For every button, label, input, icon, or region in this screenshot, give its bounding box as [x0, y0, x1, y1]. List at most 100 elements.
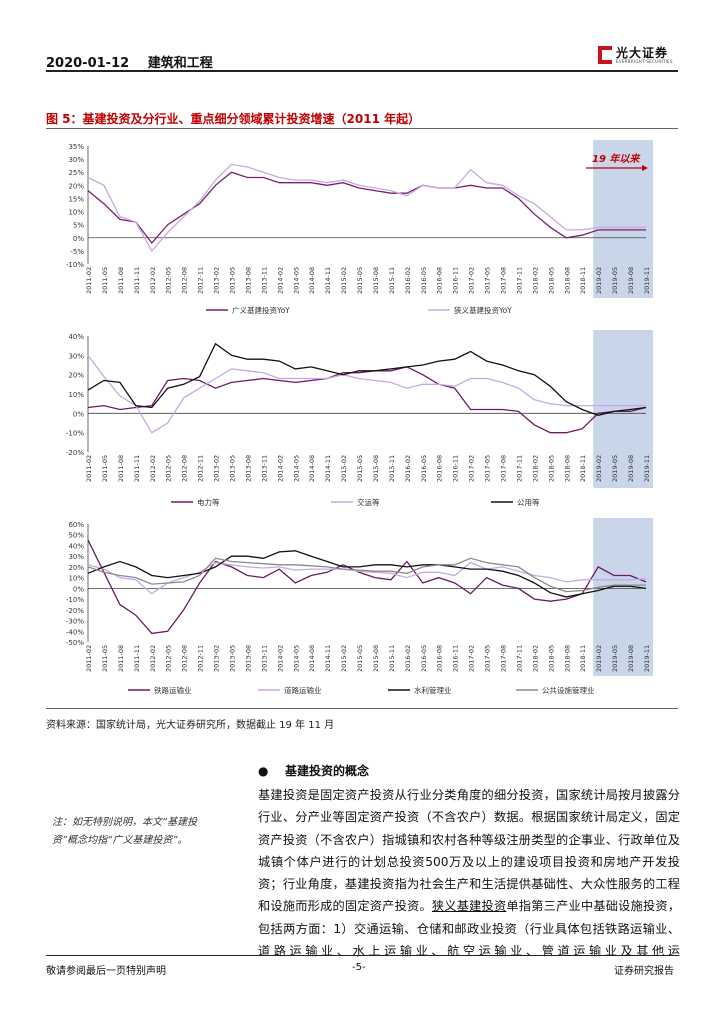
- report-header: 2020-01-12 建筑和工程: [46, 52, 227, 71]
- x-tick-label: 2016-08: [436, 645, 444, 672]
- x-tick-label: 2019-05: [611, 455, 619, 482]
- x-tick-label: 2019-02: [595, 455, 603, 482]
- series-line: [87, 163, 646, 253]
- x-tick-label: 2011-11: [133, 267, 141, 294]
- x-tick-label: 2018-02: [531, 455, 539, 482]
- x-tick-label: 2018-05: [547, 455, 555, 482]
- chart-infrastructure-yoy: -10% -5% 0% 5% 10% 15% 20% 25% 30% 35% 2011-02 2011…: [66, 140, 653, 315]
- x-tick-label: 2011-05: [101, 455, 109, 482]
- y-tick-label: -30%: [66, 618, 84, 626]
- x-tick-label: 2013-02: [213, 267, 221, 294]
- y-tick-label: 20%: [68, 564, 84, 572]
- x-tick-label: 2012-02: [149, 455, 157, 482]
- x-tick-label: 2012-05: [165, 455, 173, 482]
- x-tick-label: 2014-11: [324, 455, 332, 482]
- x-tick-label: 2012-02: [149, 267, 157, 294]
- x-tick-label: 2018-05: [547, 645, 555, 672]
- series-line: [87, 539, 647, 635]
- x-tick-label: 2017-08: [500, 455, 508, 482]
- series-line: [87, 561, 647, 595]
- y-tick-label: 0%: [73, 235, 84, 243]
- y-tick-label: -10%: [66, 596, 84, 604]
- x-tick-label: 2013-08: [244, 645, 252, 672]
- x-tick-label: 2017-05: [484, 455, 492, 482]
- x-tick-label: 2016-02: [404, 455, 412, 482]
- y-tick-label: -20%: [66, 449, 84, 457]
- x-tick-label: 2015-08: [372, 455, 380, 482]
- y-tick-label: 20%: [68, 372, 84, 380]
- y-tick-label: 10%: [68, 209, 84, 217]
- report-date: 2020-01-12: [46, 56, 130, 71]
- x-tick-label: 2011-05: [101, 645, 109, 672]
- section-bullet: ●: [258, 764, 269, 778]
- side-note: 注：如无特别说明，本文“基建投资”概念均指“广义基建投资”。: [52, 817, 198, 846]
- chart-subsector-yoy: -50% -40% -30% -20% -10% 0% 10% 20% 30% 40% 50% 60%…: [66, 518, 653, 695]
- x-tick-label: 2014-11: [324, 267, 332, 294]
- figure-source: 资料来源：国家统计局，光大证券研究所，数据截止 19 年 11 月: [46, 720, 335, 731]
- y-tick-label: 10%: [68, 391, 84, 399]
- x-tick-label: 2014-08: [308, 455, 316, 482]
- x-tick-label: 2012-02: [149, 645, 157, 672]
- x-tick-label: 2013-05: [228, 455, 236, 482]
- x-tick-label: 2015-11: [388, 455, 396, 482]
- x-tick-label: 2016-05: [420, 267, 428, 294]
- x-tick-label: 2019-08: [627, 267, 635, 294]
- industry-name: 建筑和工程: [147, 56, 213, 71]
- x-tick-label: 2014-08: [308, 267, 316, 294]
- body-underlined-term: 狭义基建投资: [431, 899, 507, 914]
- x-tick-label: 2011-11: [133, 455, 141, 482]
- x-tick-label: 2018-05: [547, 267, 555, 294]
- footer-report-type: 证券研究报告: [614, 966, 674, 977]
- x-tick-label: 2014-05: [292, 455, 300, 482]
- x-tick-label: 2017-11: [515, 267, 523, 294]
- x-tick-label: 2014-08: [308, 645, 316, 672]
- y-tick-label: 25%: [68, 169, 84, 177]
- y-tick-label: 20%: [68, 182, 84, 190]
- x-tick-label: 2017-11: [515, 455, 523, 482]
- y-tick-label: 15%: [68, 195, 84, 203]
- x-tick-label: 2018-11: [579, 267, 587, 294]
- x-tick-label: 2016-02: [404, 645, 412, 672]
- footer-rule: [46, 955, 678, 956]
- x-tick-label: 2016-11: [452, 267, 460, 294]
- x-tick-label: 2012-08: [181, 455, 189, 482]
- x-tick-label: 2012-05: [165, 645, 173, 672]
- x-tick-label: 2017-02: [468, 645, 476, 672]
- x-tick-label: 2011-05: [101, 267, 109, 294]
- x-tick-label: 2018-02: [531, 267, 539, 294]
- x-tick-label: 2016-11: [452, 645, 460, 672]
- broker-logo: 光大证券 EVERBRIGHT SECURITIES: [598, 44, 682, 68]
- x-tick-label: 2016-02: [404, 267, 412, 294]
- legend-label: 电力等: [197, 497, 220, 507]
- x-tick-label: 2012-08: [181, 267, 189, 294]
- x-tick-label: 2016-11: [452, 455, 460, 482]
- figure-title: 图 5：基建投资及分行业、重点细分领域累计投资增速（2011 年起）: [46, 112, 421, 126]
- y-tick-label: 50%: [68, 532, 84, 540]
- x-tick-label: 2015-02: [340, 645, 348, 672]
- y-tick-label: 35%: [68, 143, 84, 151]
- x-tick-label: 2018-08: [563, 455, 571, 482]
- x-tick-label: 2011-02: [85, 455, 93, 482]
- x-tick-label: 2019-08: [627, 455, 635, 482]
- x-tick-label: 2015-11: [388, 645, 396, 672]
- x-tick-label: 2016-08: [436, 455, 444, 482]
- x-tick-label: 2015-05: [356, 267, 364, 294]
- x-tick-label: 2016-05: [420, 645, 428, 672]
- y-tick-label: 40%: [68, 333, 84, 341]
- series-line: [87, 557, 646, 593]
- series-line: [87, 171, 646, 245]
- x-tick-label: 2018-08: [563, 267, 571, 294]
- x-tick-label: 2013-05: [228, 267, 236, 294]
- x-tick-label: 2013-08: [244, 267, 252, 294]
- x-tick-label: 2012-11: [197, 455, 205, 482]
- footer-disclaimer: 敬请参阅最后一页特别声明: [46, 966, 166, 977]
- x-tick-label: 2013-11: [260, 267, 268, 294]
- legend-label: 广义基建投资YoY: [232, 305, 290, 315]
- x-tick-label: 2019-08: [627, 645, 635, 672]
- source-rule: [46, 708, 678, 709]
- y-tick-label: 30%: [68, 156, 84, 164]
- x-tick-label: 2013-05: [228, 645, 236, 672]
- y-tick-label: 10%: [68, 575, 84, 583]
- legend-label: 道路运输业: [284, 685, 322, 695]
- x-tick-label: 2019-05: [611, 645, 619, 672]
